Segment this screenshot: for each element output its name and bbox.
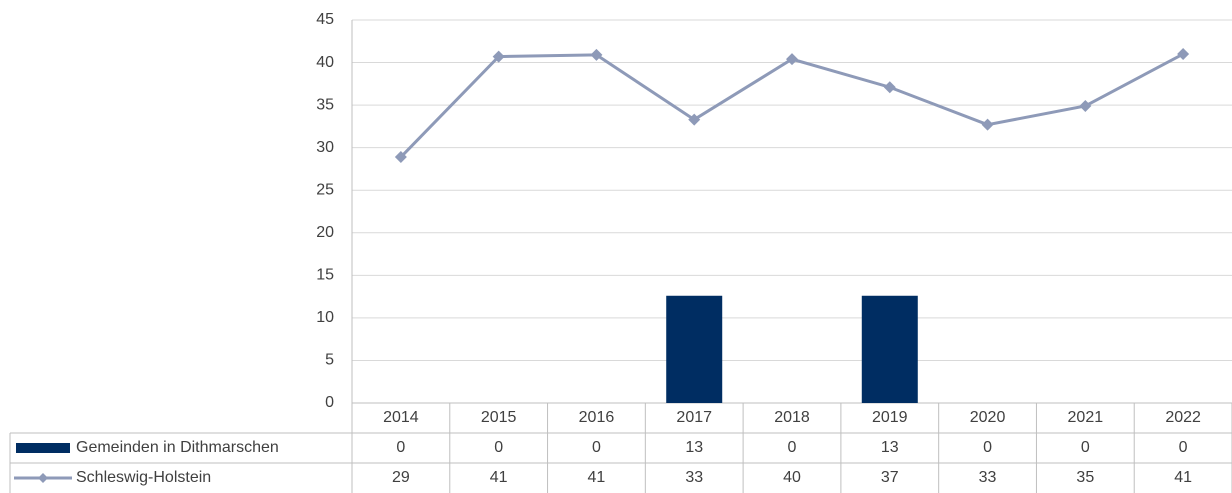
legend-label: Schleswig-Holstein bbox=[76, 469, 211, 486]
legend-marker bbox=[38, 473, 48, 483]
bar bbox=[861, 295, 918, 403]
marker bbox=[590, 48, 603, 61]
table-value: 41 bbox=[1174, 469, 1192, 486]
x-tick-label: 2015 bbox=[481, 409, 517, 426]
x-tick-label: 2016 bbox=[579, 409, 615, 426]
table-value: 33 bbox=[685, 469, 703, 486]
table-value: 13 bbox=[881, 439, 899, 456]
table-value: 0 bbox=[1179, 439, 1188, 456]
table-value: 40 bbox=[783, 469, 801, 486]
marker bbox=[394, 151, 407, 164]
table-value: 0 bbox=[494, 439, 503, 456]
marker bbox=[786, 53, 798, 66]
table-value: 37 bbox=[881, 469, 899, 486]
x-tick-label: 2018 bbox=[774, 409, 810, 426]
table-value: 13 bbox=[685, 439, 703, 456]
marker bbox=[883, 81, 896, 94]
y-tick-label: 20 bbox=[316, 224, 334, 241]
table-value: 29 bbox=[392, 469, 410, 486]
x-tick-label: 2021 bbox=[1068, 409, 1104, 426]
y-tick-label: 10 bbox=[316, 309, 334, 326]
y-tick-label: 40 bbox=[316, 54, 334, 71]
marker bbox=[688, 113, 701, 126]
marker bbox=[492, 50, 505, 63]
table-value: 35 bbox=[1076, 469, 1094, 486]
y-tick-label: 35 bbox=[316, 96, 334, 113]
marker bbox=[981, 118, 994, 131]
x-tick-label: 2017 bbox=[676, 409, 712, 426]
table-value: 0 bbox=[396, 439, 405, 456]
y-tick-label: 0 bbox=[325, 394, 334, 411]
table-value: 0 bbox=[983, 439, 992, 456]
table-value: 41 bbox=[588, 469, 606, 486]
y-tick-label: 25 bbox=[316, 181, 334, 198]
table-value: 0 bbox=[1081, 439, 1090, 456]
table-value: 33 bbox=[979, 469, 997, 486]
x-tick-label: 2019 bbox=[872, 409, 908, 426]
legend-label: Gemeinden in Dithmarschen bbox=[76, 439, 279, 456]
table-value: 41 bbox=[490, 469, 508, 486]
y-tick-label: 5 bbox=[325, 352, 334, 369]
y-tick-label: 45 bbox=[316, 11, 334, 28]
x-tick-label: 2020 bbox=[970, 409, 1006, 426]
marker bbox=[1177, 48, 1190, 61]
bar bbox=[666, 295, 723, 403]
marker bbox=[1079, 99, 1092, 112]
y-tick-label: 15 bbox=[316, 267, 334, 284]
table-value: 0 bbox=[592, 439, 601, 456]
y-tick-label: 30 bbox=[316, 139, 334, 156]
legend-swatch bbox=[16, 443, 70, 453]
x-tick-label: 2014 bbox=[383, 409, 419, 426]
x-tick-label: 2022 bbox=[1165, 409, 1201, 426]
table-value: 0 bbox=[788, 439, 797, 456]
